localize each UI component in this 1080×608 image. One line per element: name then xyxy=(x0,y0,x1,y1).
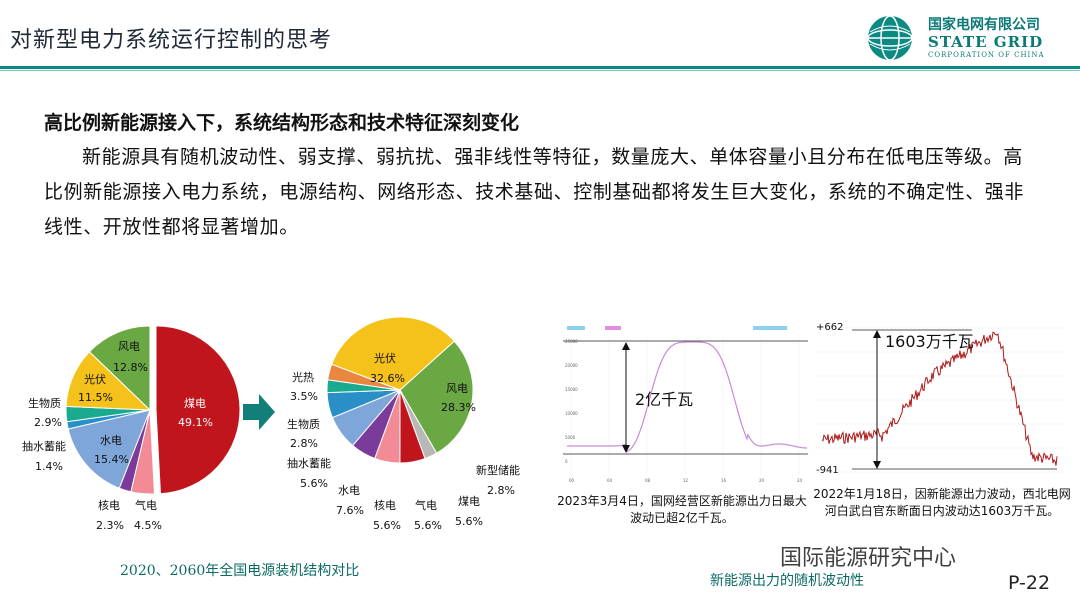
logo-text-cn: 国家电网有限公司 xyxy=(928,17,1040,33)
value-biomass-2060: 2.8% xyxy=(290,437,318,450)
value-hydro-2060: 7.6% xyxy=(336,504,364,517)
pie-chart-2020 xyxy=(65,325,241,495)
value-gas-2020: 4.5% xyxy=(134,519,162,532)
annotation-200gw: 2亿千瓦 xyxy=(635,390,694,409)
label-coal-2060: 煤电 xyxy=(458,495,480,508)
y-tick-label: 5000 xyxy=(565,435,576,440)
x-tick-label: 00 xyxy=(569,478,575,483)
value-coal-2020: 49.1% xyxy=(178,416,213,429)
label-wind-2060: 风电 xyxy=(446,382,468,395)
y-tick-label: 25000 xyxy=(565,339,578,344)
label-plus-662: +662 xyxy=(816,322,844,333)
label-gas-2020: 气电 xyxy=(135,499,157,512)
label-pumped-2020: 抽水蓄能 xyxy=(22,440,66,453)
label-biomass-2060: 生物质 xyxy=(287,418,320,431)
value-wind-2060: 28.3% xyxy=(441,401,476,414)
line-chart-daily-fluctuation: 25000 20000 15000 10000 5000 0 00 04 08 12 16 20 24 xyxy=(563,320,808,488)
value-wind-2020: 12.8% xyxy=(113,361,148,374)
value-pumped-2060: 5.6% xyxy=(300,477,328,490)
body-paragraph: 新能源具有随机波动性、弱支撑、弱抗扰、强非线性等特征，数量庞大、单体容量小且分布… xyxy=(44,146,1025,238)
value-pv-2020: 11.5% xyxy=(78,391,113,404)
value-gas-2060: 5.6% xyxy=(414,519,442,532)
label-pumped-2060: 抽水蓄能 xyxy=(287,457,331,470)
label-coal-2020: 煤电 xyxy=(184,397,206,410)
pie-slice-pie2020-3 xyxy=(67,409,151,489)
x-tick-label: 16 xyxy=(721,478,727,483)
right-arrow-icon xyxy=(243,394,275,430)
pie-slice-pie2020-7 xyxy=(88,325,151,412)
pie-slice-pie2020-0 xyxy=(155,325,241,495)
fluctuation-line xyxy=(567,341,807,453)
note-left: 2023年3月4日，国网经营区新能源出力日最大波动已超2亿千瓦。 xyxy=(557,494,807,525)
pie-caption: 2020、2060年全国电源装机结构对比 xyxy=(120,563,360,579)
label-gas-2060: 气电 xyxy=(415,499,437,512)
label-minus-941: -941 xyxy=(816,465,839,476)
y-tick-label: 10000 xyxy=(565,411,578,416)
pie-slice-pie2060-0 xyxy=(399,340,474,454)
y-tick-label: 15000 xyxy=(565,387,578,392)
header-divider xyxy=(0,66,1080,69)
x-tick-label: 24 xyxy=(797,478,803,483)
value-nuclear-2020: 2.3% xyxy=(96,519,124,532)
x-tick-label: 20 xyxy=(759,478,765,483)
x-tick-label: 12 xyxy=(683,478,689,483)
label-pv-2020: 光伏 xyxy=(84,373,106,386)
pie-slice-pie2060-9 xyxy=(331,316,455,391)
y-tick-label: 20000 xyxy=(565,363,578,368)
label-hydro-2020: 水电 xyxy=(100,434,122,447)
label-hydro-2060: 水电 xyxy=(338,484,360,497)
page-title: 对新型电力系统运行控制的思考 xyxy=(10,28,333,53)
y-tick-label: 0 xyxy=(565,459,568,464)
section-heading: 高比例新能源接入下，系统结构形态和技术特征深刻变化 xyxy=(44,112,520,134)
value-pv-2060: 32.6% xyxy=(370,372,405,385)
x-tick-label: 04 xyxy=(607,478,613,483)
note-right: 2022年1月18日，因新能源出力波动，西北电网河白武白官东断面日内波动达160… xyxy=(813,487,1071,518)
label-solarthermal-2060: 光热 xyxy=(292,371,314,384)
logo-text-en: STATE GRID xyxy=(928,33,1044,51)
x-tick-label: 08 xyxy=(645,478,651,483)
value-storage-2060: 2.8% xyxy=(487,484,515,497)
label-biomass-2020: 生物质 xyxy=(28,397,61,410)
section-fluctuation-line xyxy=(821,331,1058,466)
line-chart-section-fluctuation xyxy=(812,318,1070,478)
annotation-16-03gw: 1603万千瓦 xyxy=(885,332,974,351)
label-pv-2060: 光伏 xyxy=(374,352,396,365)
value-biomass-2020: 2.9% xyxy=(34,416,62,429)
label-nuclear-2020: 核电 xyxy=(98,499,120,512)
value-pumped-2020: 1.4% xyxy=(35,460,63,473)
fluctuation-caption: 新能源出力的随机波动性 xyxy=(710,573,864,589)
logo-text-en-sub: CORPORATION OF CHINA xyxy=(928,51,1045,59)
page-number: P-22 xyxy=(1008,572,1051,594)
value-nuclear-2060: 5.6% xyxy=(373,519,401,532)
state-grid-logo xyxy=(867,15,913,61)
label-nuclear-2060: 核电 xyxy=(374,499,396,512)
header-divider-thin xyxy=(0,70,1080,71)
label-wind-2020: 风电 xyxy=(118,340,140,353)
watermark: 国际能源研究中心 xyxy=(780,546,957,571)
pie-chart-2060 xyxy=(326,316,474,464)
value-coal-2060: 5.6% xyxy=(455,515,483,528)
value-hydro-2020: 15.4% xyxy=(94,453,129,466)
value-solarthermal-2060: 3.5% xyxy=(290,390,318,403)
label-storage-2060: 新型储能 xyxy=(476,464,520,477)
